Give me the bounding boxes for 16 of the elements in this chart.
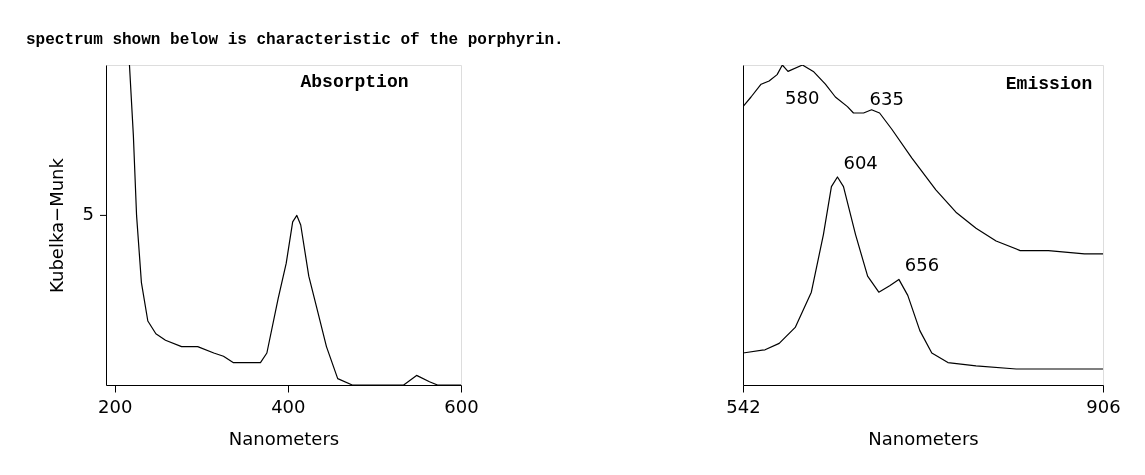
x-tick-label: 400 [271, 395, 306, 417]
annotation: 604 [843, 152, 878, 173]
text: Emission [1005, 74, 1093, 94]
x-tick-label: 542 [726, 395, 761, 417]
annotation: 580 [785, 87, 820, 109]
annotation: 635 [869, 88, 904, 109]
x-axis-title: Nanometers [868, 427, 979, 449]
y-axis-title: Kubelka−Munk [45, 157, 67, 293]
text: spectrum shown below is characteristic of the porphyrin. [26, 31, 564, 49]
x-tick-label: 200 [97, 395, 133, 417]
x-tick-label: 600 [444, 395, 479, 417]
text: 5 [82, 203, 94, 225]
annotation: 656 [904, 254, 940, 276]
x-tick-label: 906 [1086, 395, 1121, 417]
chart-title: Absorption [300, 72, 409, 92]
x-axis-title: Nanometers [228, 427, 340, 449]
